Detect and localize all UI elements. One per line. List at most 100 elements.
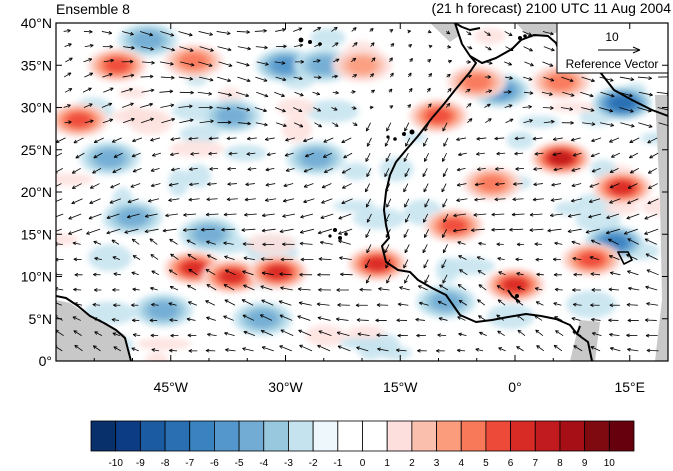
wind-vector: [56, 213, 64, 218]
wind-vector-head: [491, 212, 496, 217]
wind-vector-head: [647, 170, 652, 174]
wind-vector-head: [608, 318, 612, 323]
wind-vector: [610, 347, 621, 352]
wind-vector-head: [247, 46, 251, 51]
positive-anomaly: [220, 269, 244, 284]
wind-vector-head: [341, 169, 346, 174]
wind-vector: [151, 304, 159, 306]
wind-vector: [243, 257, 255, 260]
wind-vector: [514, 152, 524, 155]
wind-vector: [279, 228, 294, 233]
wind-vector-head: [51, 201, 54, 204]
lat-tick-label: 5°N: [29, 311, 53, 327]
wind-vector-head: [106, 230, 111, 235]
wind-vector: [178, 76, 193, 80]
wind-vector: [183, 213, 196, 216]
wind-vector: [438, 317, 448, 321]
wind-vector: [529, 228, 544, 231]
wind-vector-head: [93, 154, 98, 159]
wind-vector: [274, 61, 286, 64]
wind-vector-head: [446, 30, 451, 35]
wind-vector: [437, 300, 447, 306]
wind-vector: [331, 107, 338, 111]
wind-vector: [317, 345, 331, 352]
wind-vector: [218, 61, 233, 67]
wind-vector-head: [468, 74, 472, 79]
wind-vector-head: [263, 29, 267, 33]
wind-vector-head: [365, 264, 369, 269]
wind-vector: [225, 349, 236, 352]
cameroon-line: [576, 325, 581, 335]
wind-vector: [356, 346, 369, 352]
wind-vector-head: [341, 200, 346, 205]
reference-vector-legend: 10 Reference Vector: [556, 22, 669, 74]
wind-vector-head: [89, 200, 94, 205]
wind-vector-head: [170, 137, 175, 141]
wind-vector: [68, 228, 83, 235]
colorbar-swatch: [608, 420, 635, 452]
wind-vector-head: [371, 89, 375, 94]
wind-vector-head: [437, 333, 441, 338]
wind-vector-head: [266, 152, 271, 157]
wind-vector: [336, 318, 349, 321]
wind-vector-head: [442, 173, 447, 178]
wind-vector: [90, 183, 100, 189]
positive-anomaly: [547, 74, 575, 91]
wind-vector: [303, 137, 314, 142]
colorbar-swatch: [510, 420, 536, 452]
wind-vector-head: [279, 345, 284, 349]
wind-vector: [514, 137, 525, 140]
wind-vector: [523, 46, 533, 52]
wind-vector-head: [336, 288, 340, 292]
lat-tick-label: 40°N: [21, 15, 52, 31]
positive-anomaly: [478, 175, 506, 192]
wind-vector-head: [627, 185, 632, 189]
wind-vector-head: [150, 137, 154, 142]
wind-vector-head: [264, 198, 269, 202]
wind-vector-head: [442, 279, 446, 284]
wind-vector: [456, 167, 466, 171]
wind-vector: [221, 228, 236, 231]
wind-vector-head: [427, 103, 432, 108]
wind-vector-head: [609, 78, 614, 82]
wind-vector-head: [352, 106, 357, 110]
wind-vector-head: [365, 279, 370, 284]
wind-vector-head: [261, 346, 266, 350]
wind-vector: [93, 152, 103, 159]
wind-vector: [442, 274, 448, 284]
wind-vector-head: [319, 240, 324, 245]
wind-vector-head: [467, 31, 472, 36]
wind-vector: [516, 272, 524, 276]
wind-vector-head: [305, 153, 309, 158]
wind-vector: [646, 269, 659, 276]
wind-vector: [244, 198, 256, 201]
wind-vector: [456, 198, 468, 201]
wind-vector-head: [170, 152, 174, 157]
wind-vector-head: [442, 203, 446, 208]
wind-vector: [318, 228, 332, 234]
wind-vector: [206, 284, 217, 291]
wind-vector: [217, 46, 232, 51]
wind-vector: [458, 152, 467, 156]
wind-vector-head: [205, 300, 209, 304]
wind-vector-head: [149, 238, 154, 243]
wind-vector: [609, 198, 621, 204]
wind-vector: [477, 299, 486, 306]
wind-vector: [131, 152, 141, 157]
wind-vector-head: [408, 87, 413, 92]
wind-vector-head: [528, 105, 532, 109]
wind-vector: [226, 198, 238, 200]
wind-vector-head: [474, 197, 478, 202]
wind-vector: [207, 333, 217, 337]
wind-vector: [242, 314, 255, 321]
wind-vector-head: [113, 272, 118, 276]
wind-vector-head: [466, 88, 471, 93]
wind-vector-head: [590, 346, 595, 350]
wind-vector-head: [457, 241, 462, 245]
wind-vector-head: [264, 137, 269, 141]
wind-vector: [505, 76, 513, 79]
wind-vector-head: [317, 230, 322, 235]
wind-vector: [170, 137, 181, 141]
wind-vector: [64, 121, 72, 124]
